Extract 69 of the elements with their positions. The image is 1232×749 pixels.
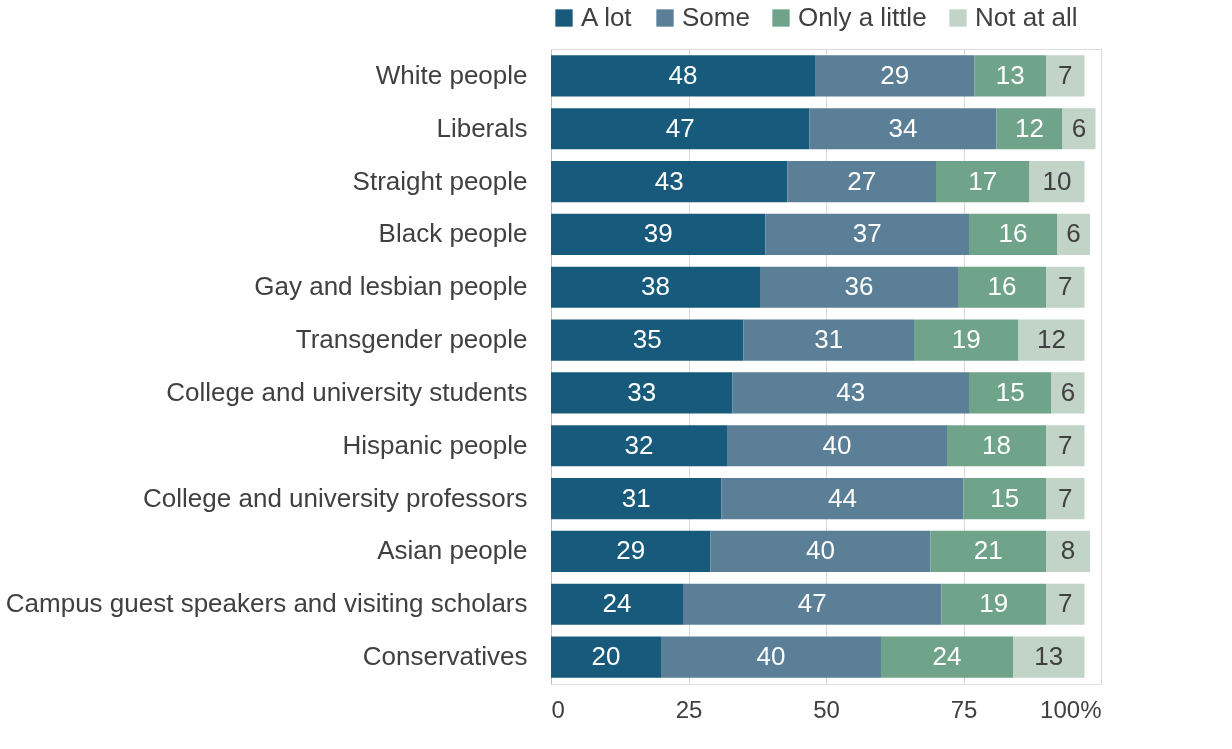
data-label: 20 — [591, 641, 621, 672]
data-label: 43 — [836, 376, 866, 407]
legend-label: Only a little — [798, 2, 927, 32]
data-label: 27 — [847, 165, 877, 196]
data-label: 38 — [641, 271, 670, 302]
y-tick-label: College and university professors — [143, 482, 528, 513]
data-label: 48 — [668, 59, 698, 90]
data-label: 40 — [756, 641, 786, 672]
data-label: 6 — [1066, 218, 1081, 249]
data-label: 31 — [621, 482, 651, 513]
data-label: 7 — [1058, 59, 1073, 90]
y-tick-label: Black people — [378, 218, 528, 249]
data-label: 6 — [1060, 376, 1076, 407]
data-label: 39 — [643, 218, 673, 249]
data-label: 24 — [932, 641, 962, 672]
data-label: 40 — [822, 429, 852, 460]
data-label: 15 — [990, 482, 1020, 513]
x-tick-label: 50 — [813, 695, 840, 723]
data-label: 7 — [1058, 271, 1073, 302]
data-label: 32 — [624, 429, 654, 460]
data-label: 37 — [852, 218, 882, 249]
y-tick-label: Liberals — [436, 112, 528, 143]
data-label: 13 — [995, 59, 1025, 90]
data-label: 15 — [995, 376, 1025, 407]
y-tick-label: Asian people — [377, 535, 528, 566]
y-tick-label: Hispanic people — [342, 429, 528, 460]
data-label: 18 — [982, 429, 1011, 460]
data-label: 13 — [1034, 641, 1064, 672]
legend-label: Some — [682, 2, 750, 32]
data-label: 29 — [880, 59, 910, 90]
data-label: 12 — [1037, 324, 1066, 355]
data-label: 16 — [987, 271, 1017, 302]
data-label: 29 — [616, 535, 646, 566]
y-tick-label: Campus guest speakers and visiting scholars — [5, 588, 528, 619]
y-tick-label: Transgender people — [295, 324, 528, 355]
y-tick-label: White people — [375, 59, 528, 90]
data-label: 40 — [806, 535, 835, 566]
data-label: 8 — [1060, 535, 1076, 566]
data-label: 36 — [844, 271, 874, 302]
data-label: 19 — [979, 588, 1009, 619]
data-label: 17 — [968, 165, 998, 196]
legend-label: A lot — [581, 2, 633, 32]
data-label: 43 — [654, 165, 684, 196]
data-label: 12 — [1015, 112, 1044, 143]
y-tick-label: Gay and lesbian people — [254, 271, 528, 302]
data-label: 35 — [632, 324, 662, 355]
data-label: 24 — [602, 588, 632, 619]
data-label: 7 — [1058, 588, 1073, 619]
data-label: 19 — [951, 324, 981, 355]
x-tick-label: 75 — [950, 695, 978, 723]
x-tick-label: 25 — [675, 695, 703, 723]
y-tick-label: Straight people — [352, 165, 528, 196]
data-label: 10 — [1042, 165, 1072, 196]
data-label: 47 — [665, 112, 695, 143]
data-label: 21 — [973, 535, 1003, 566]
y-tick-label: College and university students — [166, 376, 528, 407]
data-label: 7 — [1058, 429, 1073, 460]
data-label: 16 — [998, 218, 1028, 249]
legend-label: Not at all — [975, 2, 1078, 32]
data-label: 47 — [797, 588, 827, 619]
x-tick-label: 100% — [1040, 695, 1102, 723]
data-label: 34 — [888, 112, 918, 143]
data-label: 44 — [828, 482, 857, 513]
x-tick-label: 0 — [551, 695, 565, 723]
data-label: 33 — [627, 376, 657, 407]
data-label: 7 — [1058, 482, 1073, 513]
data-label: 31 — [814, 324, 844, 355]
data-label: 6 — [1071, 112, 1087, 143]
y-tick-label: Conservatives — [362, 641, 528, 672]
